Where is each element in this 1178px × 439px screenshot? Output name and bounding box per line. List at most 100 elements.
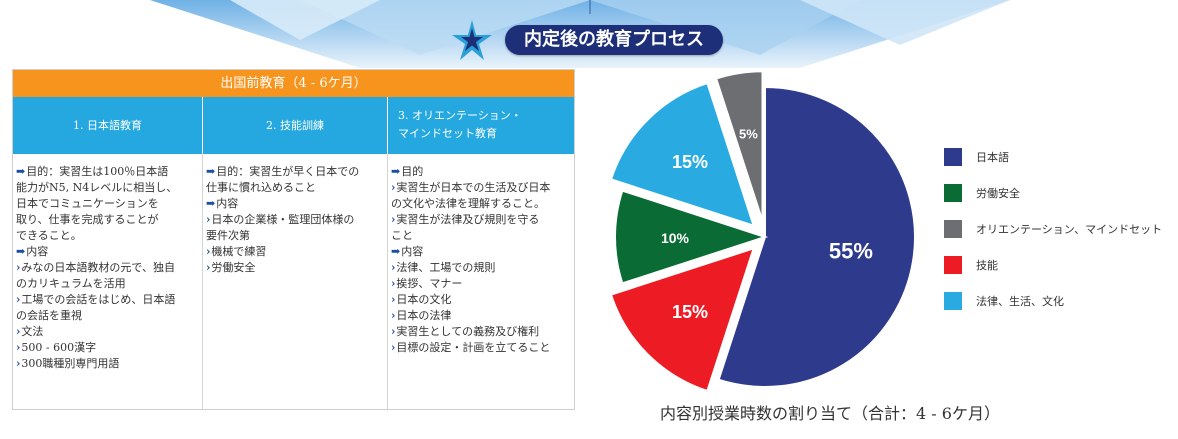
- table-line: ›実習生が日本での生活及び日本: [391, 180, 572, 196]
- chevron-right-icon: ›: [391, 277, 396, 290]
- education-table: 出国前教育（4 - 6ケ月） 1. 日本語教育 2. 技能訓練 3. オリエンテ…: [12, 69, 575, 410]
- star-icon: [452, 20, 492, 60]
- pie-data-label: 55%: [829, 239, 873, 264]
- table-line-text: 目標の設定・計画を立てること: [396, 341, 551, 354]
- column-header-label: 2. 技能訓練: [266, 118, 324, 132]
- legend-swatch: [944, 292, 962, 310]
- table-line-text: 日本でコミュニケーションを: [16, 197, 159, 210]
- legend-item: 法律、生活、文化: [944, 291, 1064, 311]
- table-line-text: 実習生が法律及び規則を守る: [396, 213, 540, 226]
- arrow-right-icon: ➡: [391, 245, 401, 258]
- table-line: ➡内容: [391, 244, 572, 260]
- page-title: 内定後の教育プロセス: [505, 25, 723, 55]
- table-line-text: 実習生としての義務及び権利: [396, 325, 540, 338]
- legend-swatch: [944, 184, 962, 202]
- table-line: ›労働安全: [206, 260, 385, 276]
- table-line-text: 300職種別専門用語: [21, 357, 120, 370]
- table-line-text: 労働安全: [211, 261, 256, 274]
- column-body-row: ➡目的：実習生は100％日本語 能力がN5, N4レベルに相当し、 日本でコミュニケ…: [13, 154, 574, 409]
- legend-swatch: [944, 220, 962, 238]
- chart-title: 内容別授業時数の割り当て（合計：4 - 6ケ月）: [660, 404, 1000, 423]
- legend-item: 日本語: [944, 147, 1009, 167]
- table-line: ›目標の設定・計画を立てること: [391, 340, 572, 356]
- table-line-text: 工場での会話をはじめ、日本語: [21, 293, 176, 306]
- column-body-skills: ➡目的：実習生が早く日本での 仕事に慣れ込めること ➡内容 ›日本の企業様・監理団体様…: [203, 154, 388, 409]
- chevron-right-icon: ›: [391, 341, 396, 354]
- legend-swatch: [944, 256, 962, 274]
- table-line: ➡内容: [16, 244, 200, 260]
- legend-swatch: [944, 148, 962, 166]
- pie-data-label: 15%: [672, 152, 708, 172]
- column-header-skills: 2. 技能訓練: [203, 97, 388, 154]
- table-line: ›みなの日本語教材の元で、独自: [16, 260, 200, 276]
- table-line-text: 日本の企業様・監理団体様の: [211, 213, 355, 226]
- chevron-right-icon: ›: [391, 309, 396, 322]
- table-line-text: 要件次第: [206, 229, 250, 242]
- table-line-text: 目的: [401, 165, 424, 178]
- table-line-text: 日本の文化: [396, 293, 452, 306]
- chevron-right-icon: ›: [206, 245, 211, 258]
- column-header-japanese: 1. 日本語教育: [13, 97, 203, 154]
- legend-label: オリエンテーション、マインドセット: [976, 223, 1163, 236]
- table-line: ›日本の法律: [391, 308, 572, 324]
- table-line-text: 実習生が日本での生活及び日本: [396, 181, 551, 194]
- column-header-label: マインドセット教育: [398, 127, 497, 140]
- chevron-right-icon: ›: [206, 261, 211, 274]
- arrow-right-icon: ➡: [206, 165, 216, 178]
- pie-slice-4: [714, 70, 764, 222]
- table-line: の会話を重視: [16, 308, 200, 324]
- table-line-text: 内容: [26, 245, 49, 258]
- legend-label: 技能: [976, 259, 998, 272]
- chevron-right-icon: ›: [16, 341, 21, 354]
- table-line-text: 機械で練習: [211, 245, 267, 258]
- table-line-text: 法律、工場での規則: [396, 261, 496, 274]
- legend-item: 技能: [944, 255, 998, 275]
- table-line: ›文法: [16, 324, 200, 340]
- table-line: 仕事に慣れ込めること: [206, 180, 385, 196]
- table-line-text: 目的：実習生は100％日本語: [26, 165, 169, 178]
- legend-label: 法律、生活、文化: [976, 295, 1064, 308]
- table-line: ›500 - 600漢字: [16, 340, 200, 356]
- column-body-orientation: ➡目的 ›実習生が日本での生活及び日本 の文化や法律を理解すること。 ›実習生が法律及…: [388, 154, 574, 409]
- table-line: ➡目的：実習生は100％日本語: [16, 164, 200, 180]
- legend-item: オリエンテーション、マインドセット: [944, 219, 1162, 239]
- chevron-right-icon: ›: [391, 261, 396, 274]
- table-line-text: みなの日本語教材の元で、独自: [21, 261, 175, 274]
- table-line: ›実習生としての義務及び権利: [391, 324, 572, 340]
- table-line-text: こと: [391, 229, 413, 242]
- chevron-right-icon: ›: [16, 325, 21, 338]
- chevron-right-icon: ›: [391, 325, 396, 338]
- table-line-text: 内容: [401, 245, 424, 258]
- table-line-text: のカリキュラムを活用: [16, 277, 126, 290]
- arrow-right-icon: ➡: [206, 197, 216, 210]
- legend-label: 労働安全: [976, 187, 1020, 200]
- table-line-text: 挨拶、マナー: [396, 277, 463, 290]
- table-line-text: 仕事に慣れ込めること: [206, 181, 316, 194]
- table-line: 要件次第: [206, 228, 385, 244]
- pie-slice-0: [717, 85, 916, 388]
- pie-data-label: 10%: [661, 230, 690, 246]
- column-body-japanese: ➡目的：実習生は100％日本語 能力がN5, N4レベルに相当し、 日本でコミュニケ…: [13, 154, 203, 409]
- legend-label: 日本語: [976, 151, 1009, 164]
- table-line: のカリキュラムを活用: [16, 276, 200, 292]
- table-line-text: の会話を重視: [16, 309, 82, 322]
- chevron-right-icon: ›: [16, 293, 21, 306]
- table-line-text: 内容: [216, 197, 239, 210]
- table-line: ➡目的：実習生が早く日本での: [206, 164, 385, 180]
- table-line: ›工場での会話をはじめ、日本語: [16, 292, 200, 308]
- table-line-text: 日本の法律: [396, 309, 452, 322]
- table-line: の文化や法律を理解すること。: [391, 196, 572, 212]
- pie-data-label: 15%: [672, 302, 708, 322]
- table-line-text: 文法: [21, 325, 44, 338]
- table-line: ›機械で練習: [206, 244, 385, 260]
- pie-slice-2: [614, 189, 769, 285]
- chevron-right-icon: ›: [206, 213, 211, 226]
- table-line: ›日本の企業様・監理団体様の: [206, 212, 385, 228]
- table-line: 取り、仕事を完成することが: [16, 212, 200, 228]
- table-line: ›日本の文化: [391, 292, 572, 308]
- arrow-right-icon: ➡: [391, 165, 401, 178]
- table-line: ›300職種別専門用語: [16, 356, 200, 372]
- pie-chart: 55% 15% 10% 15% 5%: [609, 70, 916, 393]
- column-header-label: 3. オリエンテーション・: [398, 109, 522, 122]
- table-line-text: できること。: [16, 229, 82, 242]
